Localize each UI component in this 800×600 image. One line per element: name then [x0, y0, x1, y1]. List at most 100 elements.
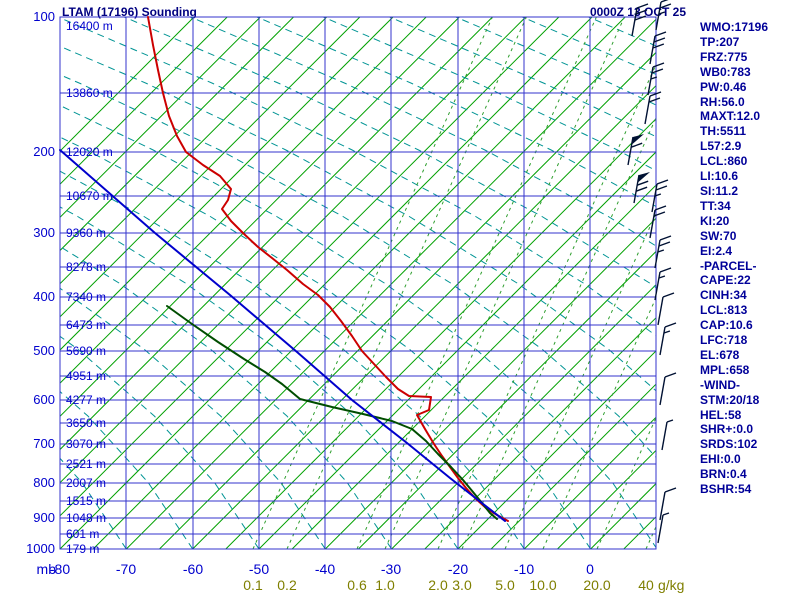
wind-barb-full-tick — [664, 487, 677, 493]
wind-barb — [661, 419, 674, 451]
wind-barb — [631, 3, 649, 37]
wind-barb-flag — [637, 172, 650, 183]
stat-line: TP:207 — [700, 34, 740, 49]
dry-adiabat-line — [60, 245, 393, 549]
stat-line: WB0:783 — [700, 64, 751, 79]
wind-barb-full-tick — [656, 179, 669, 185]
height-label: 9360 m — [66, 226, 106, 240]
height-label: 2007 m — [66, 476, 106, 490]
wind-barb-half-tick — [657, 249, 665, 253]
mixing-ratio-tick-label: 0.1 — [243, 577, 263, 593]
wind-barb-full-tick — [660, 0, 669, 3]
wind-barb-staff — [661, 421, 668, 451]
isotherm-line — [225, 118, 656, 549]
height-label: 6473 m — [66, 318, 106, 332]
wind-barb-staff — [644, 95, 651, 125]
stat-line: BSHR:54 — [700, 482, 752, 497]
stat-line: -WIND- — [700, 377, 740, 392]
pressure-tick-label: 700 — [33, 436, 55, 451]
wind-barb-full-tick — [655, 185, 668, 191]
wind-barb-full-tick — [654, 205, 667, 211]
wind-barb-staff — [651, 183, 658, 213]
wind-barb-full-tick — [635, 9, 648, 15]
isotherm-line — [324, 217, 656, 549]
isotherm-line — [490, 383, 656, 549]
wind-barb — [647, 62, 665, 96]
stat-line: EL:678 — [700, 347, 740, 362]
stat-line: PW:0.46 — [700, 79, 747, 94]
wind-barb-full-tick — [636, 180, 649, 186]
stat-line: TT:34 — [700, 198, 731, 213]
wind-barb-staff — [655, 1, 662, 31]
pressure-tick-label: 800 — [33, 475, 55, 490]
stat-line: -PARCEL- — [700, 258, 757, 273]
wind-barb — [633, 172, 650, 204]
height-label: 13860 m — [66, 86, 113, 100]
stats-panel: WMO:17196 TP:207 FRZ:775 WB0:783 PW:0.46 RH:5… — [700, 20, 798, 497]
dry-adiabat-line — [60, 457, 127, 549]
wind-barb-full-tick — [630, 142, 643, 148]
isotherm-line — [291, 184, 656, 549]
stat-line: RH:56.0 — [700, 94, 745, 109]
mixing-ratio-tick-label: 1.0 — [375, 577, 395, 593]
wind-barb-full-tick — [664, 322, 677, 328]
stat-line: FRZ:775 — [700, 49, 748, 64]
wind-barb-full-tick — [653, 37, 666, 43]
chart-title: LTAM (17196) Sounding — [62, 5, 197, 19]
isotherm-line — [391, 283, 656, 549]
stat-line: EHI:0.0 — [700, 452, 741, 467]
dry-adiabat-line — [60, 287, 326, 549]
wind-barb-full-tick — [664, 372, 677, 378]
dry-adiabat-line — [60, 17, 656, 337]
wind-barb-full-tick — [654, 31, 667, 37]
plot-border — [59, 16, 657, 550]
isotherm-line — [60, 17, 294, 252]
height-label: 3070 m — [66, 437, 106, 451]
wind-barb-staff — [647, 66, 654, 96]
temp-tick-label: -10 — [514, 561, 534, 577]
isotherm-line — [192, 84, 656, 549]
isotherm-line — [60, 17, 361, 318]
wind-barb-half-tick — [662, 512, 670, 516]
height-label: 10670 m — [66, 189, 113, 203]
stat-line: SHR+:0.0 — [700, 422, 754, 437]
wind-barb-staff — [654, 239, 661, 269]
parcel-profile-line — [59, 149, 506, 522]
mixing-ratio-tick-label: 3.0 — [452, 577, 472, 593]
isotherm-line — [60, 17, 195, 152]
mixing-ratio-tick-label: 5.0 — [495, 577, 515, 593]
isotherm-line — [60, 17, 527, 484]
stat-line: L57:2.9 — [700, 139, 742, 154]
dry-adiabat-line — [60, 104, 656, 549]
mixing-ratio-line — [286, 17, 527, 549]
mixing-ratio-tick-label: 10.0 — [529, 577, 556, 593]
pressure-tick-label: 300 — [33, 225, 55, 240]
stat-line: EI:2.4 — [700, 243, 733, 258]
wind-barb-full-tick — [634, 15, 647, 21]
height-label: 1515 m — [66, 494, 106, 508]
temp-tick-label: -70 — [116, 561, 136, 577]
stat-line: KI:20 — [700, 213, 730, 228]
temp-tick-label: -20 — [448, 561, 468, 577]
mixing-ratio-tick-label: 0.2 — [277, 577, 297, 593]
wind-barb — [654, 235, 672, 269]
isotherm-line — [60, 17, 261, 219]
wind-barb-staff — [657, 514, 664, 544]
wind-barb — [644, 91, 662, 125]
wind-barb-staff — [657, 296, 664, 326]
isotherm-line — [92, 17, 626, 549]
stat-line: LCL:860 — [700, 154, 748, 169]
pressure-tick-label: 600 — [33, 392, 55, 407]
pressure-unit-label: mb — [37, 561, 57, 577]
isotherm-line — [159, 51, 656, 549]
pressure-tick-label: 200 — [33, 144, 55, 159]
wind-barb-full-tick — [659, 3, 672, 9]
isotherm-line — [60, 17, 593, 549]
wind-barb — [649, 205, 667, 239]
temp-tick-label: -60 — [183, 561, 203, 577]
stat-line: LFC:718 — [700, 333, 748, 348]
height-label: 12020 m — [66, 145, 113, 159]
height-label: 7340 m — [66, 290, 106, 304]
isotherm-line — [60, 17, 228, 185]
